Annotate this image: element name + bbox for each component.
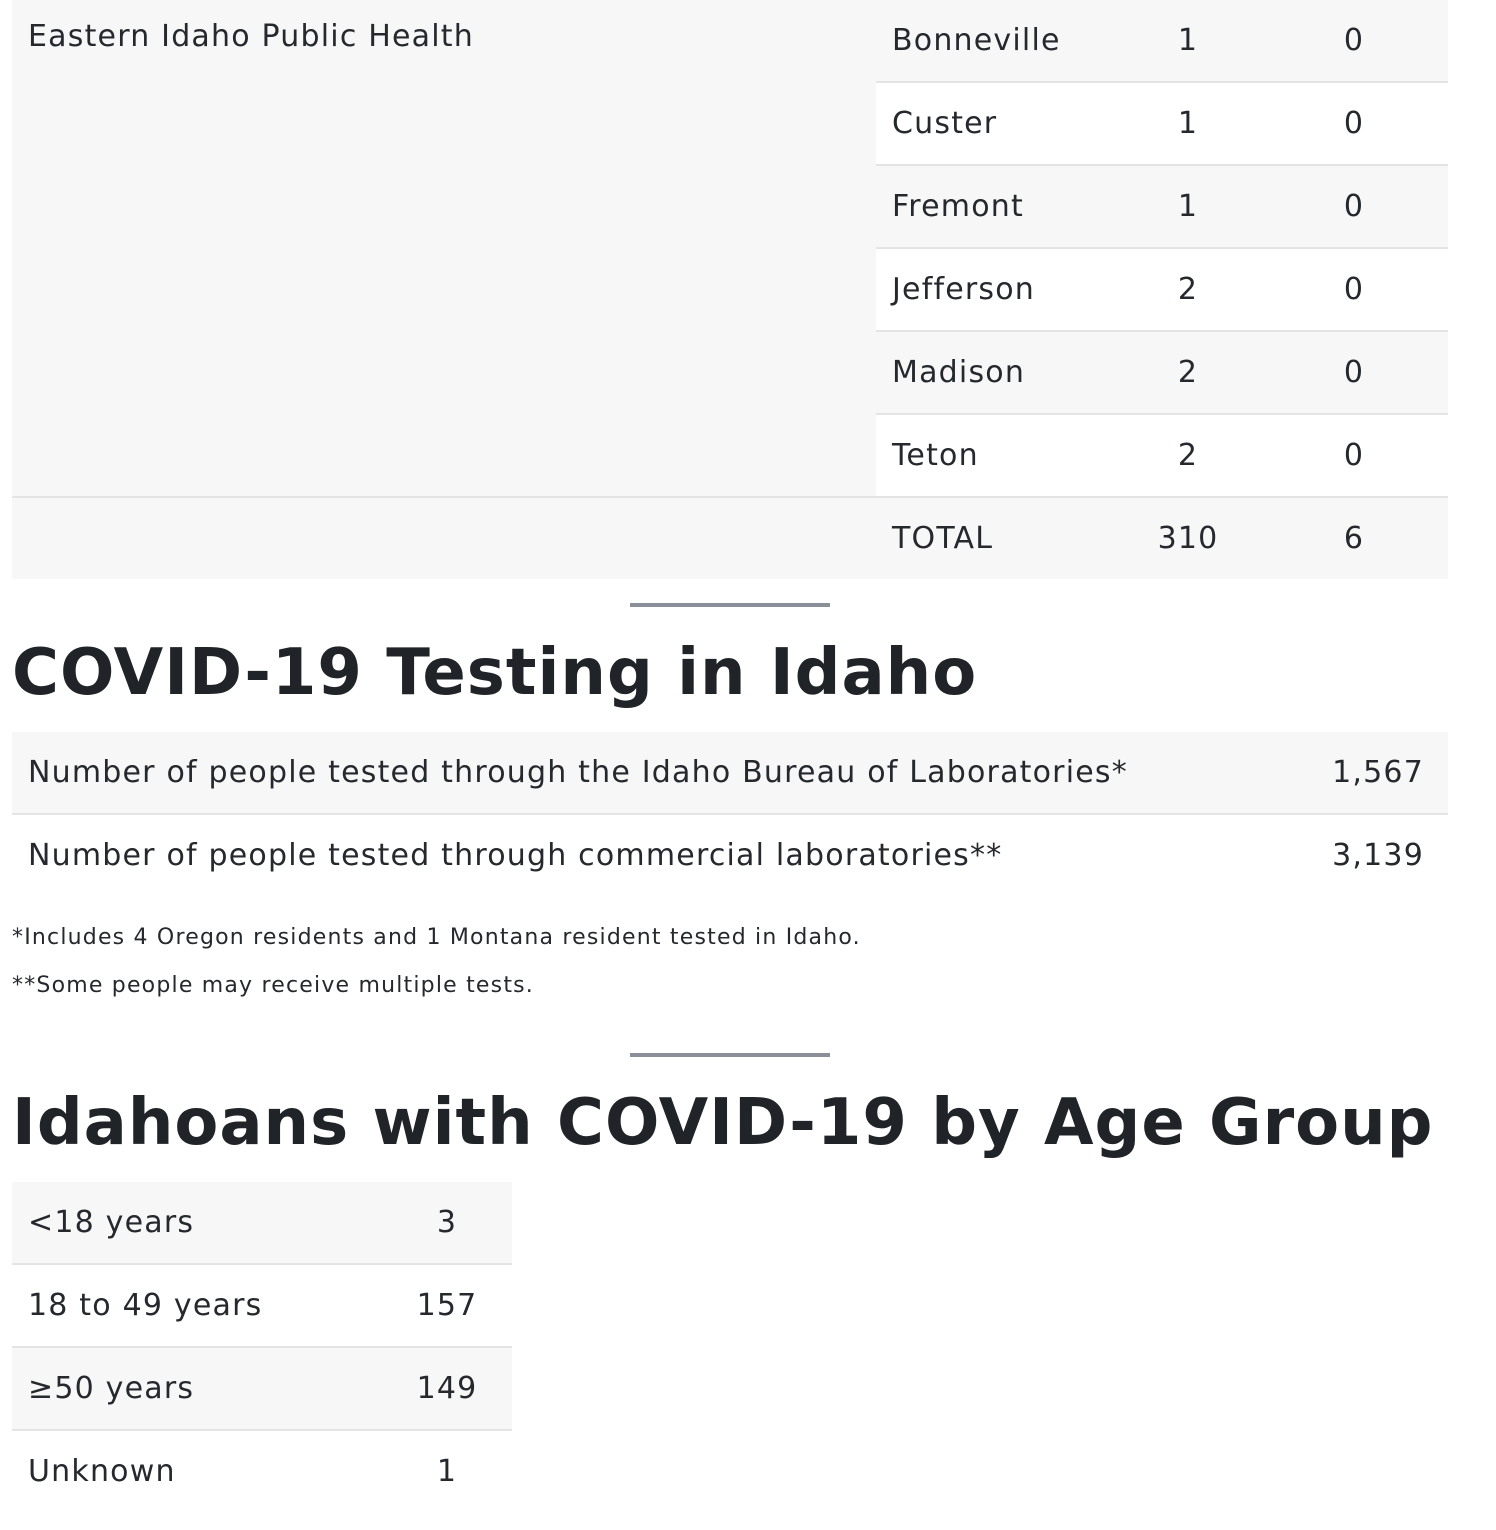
section-divider — [630, 603, 830, 607]
age-group-label: Unknown — [12, 1429, 382, 1512]
table-row: Fremont 1 0 — [12, 164, 1448, 248]
county-cases: 1 — [1116, 0, 1260, 82]
county-name: Bonneville — [876, 0, 1116, 82]
table-row: Teton 2 0 — [12, 413, 1448, 497]
county-deaths: 0 — [1260, 247, 1448, 331]
total-spacer — [12, 496, 876, 579]
testing-heading: COVID-19 Testing in Idaho — [12, 636, 978, 710]
table-row: Custer 1 0 — [12, 81, 1448, 165]
footnote-oregon-montana: *Includes 4 Oregon residents and 1 Monta… — [12, 925, 861, 950]
county-cases: 1 — [1116, 164, 1260, 248]
age-group-label: 18 to 49 years — [12, 1263, 382, 1347]
total-cases: 310 — [1116, 496, 1260, 579]
table-row: Number of people tested through commerci… — [12, 813, 1448, 896]
table-row: Jefferson 2 0 — [12, 247, 1448, 331]
testing-table: Number of people tested through the Idah… — [12, 732, 1448, 896]
age-group-heading: Idahoans with COVID-19 by Age Group — [12, 1086, 1434, 1160]
testing-row-label: Number of people tested through commerci… — [12, 813, 1313, 896]
table-row: 18 to 49 years 157 — [12, 1263, 512, 1347]
total-label: TOTAL — [876, 496, 1116, 579]
county-name: Teton — [876, 413, 1116, 497]
table-row: ≥50 years 149 — [12, 1346, 512, 1430]
county-cases: 2 — [1116, 330, 1260, 414]
table-row: <18 years 3 — [12, 1182, 512, 1264]
county-deaths: 0 — [1260, 413, 1448, 497]
county-deaths: 0 — [1260, 0, 1448, 82]
age-group-count: 157 — [382, 1263, 512, 1347]
table-row: Eastern Idaho Public Health Bonneville 1… — [12, 0, 1448, 497]
age-group-table: <18 years 3 18 to 49 years 157 ≥50 years… — [12, 1182, 512, 1512]
section-divider — [630, 1053, 830, 1057]
county-cases: 2 — [1116, 413, 1260, 497]
page-content: Eastern Idaho Public Health Bonneville 1… — [12, 0, 1448, 1512]
testing-row-value: 3,139 — [1312, 813, 1448, 896]
total-deaths: 6 — [1260, 496, 1448, 579]
table-row: Unknown 1 — [12, 1429, 512, 1512]
district-cases-table: Eastern Idaho Public Health Bonneville 1… — [12, 0, 1448, 579]
county-deaths: 0 — [1260, 81, 1448, 165]
county-name: Madison — [876, 330, 1116, 414]
county-deaths: 0 — [1260, 330, 1448, 414]
footnote-multiple-tests: **Some people may receive multiple tests… — [12, 973, 534, 998]
table-row: Number of people tested through the Idah… — [12, 732, 1448, 814]
age-group-count: 149 — [382, 1346, 512, 1430]
county-deaths: 0 — [1260, 164, 1448, 248]
testing-row-label: Number of people tested through the Idah… — [12, 732, 1313, 814]
county-name: Jefferson — [876, 247, 1116, 331]
county-cases: 2 — [1116, 247, 1260, 331]
district-name: Eastern Idaho Public Health — [12, 0, 876, 497]
county-name: Custer — [876, 81, 1116, 165]
testing-row-value: 1,567 — [1312, 732, 1448, 814]
county-name: Fremont — [876, 164, 1116, 248]
age-group-label: ≥50 years — [12, 1346, 382, 1430]
age-group-label: <18 years — [12, 1182, 382, 1264]
county-cases: 1 — [1116, 81, 1260, 165]
age-group-count: 1 — [382, 1429, 512, 1512]
table-row: Madison 2 0 — [12, 330, 1448, 414]
total-row: TOTAL 310 6 — [12, 496, 1448, 579]
age-group-count: 3 — [382, 1182, 512, 1264]
